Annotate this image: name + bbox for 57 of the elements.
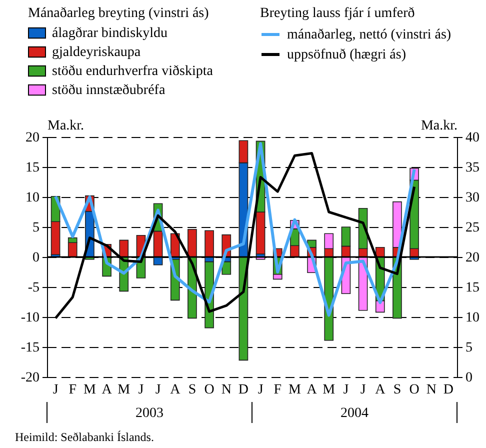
x-tick-label: O [204,382,214,398]
y2-tick-label: 40 [466,130,480,146]
legend-label: mánaðarleg, nettó (vinstri ás) [287,28,452,42]
y-tick-label: -10 [20,310,40,326]
text: 2003 [136,406,164,421]
x-tick-label: J [138,382,144,398]
x-tick-label: D [443,382,454,398]
x-tick-label: M [288,382,302,398]
y2-tick-label: 35 [466,160,480,176]
y-axis-title: Ma.kr. [48,118,84,134]
x-tick-label: N [221,382,232,398]
legend-label: stöðu innstæðubréfa [52,83,166,98]
y-tick-label: -5 [28,280,40,296]
x-tick-label: F [68,382,77,398]
x-tick-label: D [238,382,249,398]
y-tick-label: -20 [20,370,40,386]
text: Mánaðarleg breyting (vinstri ás) [28,6,209,21]
x-tick-label: M [83,382,96,398]
y-tick-label: 15 [26,160,40,176]
y2-tick-label: 25 [466,220,480,236]
y-tick-label: 10 [26,190,40,206]
x-tick-label: J [360,382,366,398]
x-tick-label: M [322,382,336,398]
text: 2004 [340,406,368,421]
y-tick-label: 5 [32,220,40,236]
x-tick-label: S [393,382,402,398]
x-tick-label: A [306,382,318,398]
legend-label: uppsöfnuð (hægri ás) [287,48,406,62]
x-tick-label: N [426,382,436,398]
x-tick-label: A [375,382,386,398]
x-tick-label: A [170,382,182,398]
x-tick-label: M [118,382,131,398]
y2-tick-label: 20 [466,250,480,266]
y2-tick-label: 0 [466,370,472,386]
y2-tick-label: 15 [466,280,480,296]
x-tick-label: J [52,382,59,398]
y-tick-label: -15 [20,340,40,356]
x-tick-label: J [258,382,264,398]
legend-label: gjaldeyriskaupa [52,45,142,60]
bar [204,230,214,258]
x-tick-label: O [409,382,420,398]
y2-tick-label: 10 [466,310,480,326]
y2-tick-label: 5 [466,340,472,356]
x-tick-label: F [274,382,282,398]
x-tick-label: J [343,382,350,398]
y2-tick-label: 30 [466,190,480,206]
x-tick-label: J [155,382,162,398]
text: Breyting lauss fjár í umferð [260,6,415,21]
bar [222,261,232,275]
x-tick-label: A [102,382,113,398]
y-tick-label: 20 [26,130,40,146]
legend-label: álagðrar bindiskyldu [52,26,168,41]
text: Heimild: Seðlabanki Íslands. [15,430,154,444]
x-tick-label: S [188,382,196,398]
legend-label: stöðu endurhverfra viðskipta [52,64,214,79]
y2-axis-title: Ma.kr. [420,118,458,134]
y-tick-label: 0 [32,250,40,266]
